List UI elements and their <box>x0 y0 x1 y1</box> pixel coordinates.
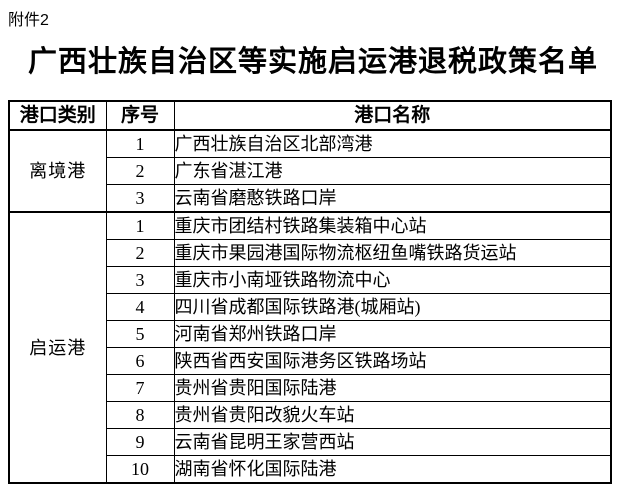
port-name-cell: 云南省磨憨铁路口岸 <box>173 184 612 213</box>
ports-table: 港口类别 序号 港口名称 离境港 1 广西壮族自治区北部湾港 2 广东省湛江港 3 云南省磨… <box>8 100 612 484</box>
port-name-cell: 广东省湛江港 <box>173 157 612 185</box>
table-row: 6 陕西省西安国际港务区铁路场站 <box>9 347 612 375</box>
attachment-label: 附件2 <box>8 12 49 29</box>
header-serial-number: 序号 <box>105 100 175 131</box>
port-name-cell: 贵州省贵阳国际陆港 <box>173 374 612 402</box>
serial-cell: 1 <box>105 211 175 240</box>
header-port-name: 港口名称 <box>173 100 612 131</box>
serial-cell: 6 <box>105 347 175 375</box>
table-row: 3 云南省磨憨铁路口岸 <box>9 184 612 213</box>
serial-cell: 2 <box>105 157 175 185</box>
serial-cell: 3 <box>105 266 175 294</box>
header-port-category: 港口类别 <box>8 100 107 131</box>
port-name-cell: 重庆市果园港国际物流枢纽鱼嘴铁路货运站 <box>173 239 612 267</box>
port-name-cell: 重庆市小南垭铁路物流中心 <box>173 266 612 294</box>
serial-cell: 9 <box>105 428 175 456</box>
serial-cell: 3 <box>105 184 175 213</box>
port-name-cell: 湖南省怀化国际陆港 <box>173 455 612 484</box>
table-row: 离境港 1 广西壮族自治区北部湾港 <box>8 129 612 213</box>
table-row: 10 湖南省怀化国际陆港 <box>9 455 612 484</box>
table-row: 5 河南省郑州铁路口岸 <box>9 320 612 348</box>
port-name-cell: 陕西省西安国际港务区铁路场站 <box>173 347 612 375</box>
table-row: 2 重庆市果园港国际物流枢纽鱼嘴铁路货运站 <box>9 239 612 267</box>
port-name-cell: 贵州省贵阳改貌火车站 <box>173 401 612 429</box>
table-row: 4 四川省成都国际铁路港(城厢站) <box>9 293 612 321</box>
serial-cell: 8 <box>105 401 175 429</box>
table-row: 启运港 1 重庆市团结村铁路集装箱中心站 <box>8 211 612 484</box>
serial-cell: 1 <box>105 129 175 158</box>
port-name-cell: 广西壮族自治区北部湾港 <box>173 129 612 158</box>
table-row: 8 贵州省贵阳改貌火车站 <box>9 401 612 429</box>
table-row: 3 重庆市小南垭铁路物流中心 <box>9 266 612 294</box>
category-cell: 离境港 <box>8 129 107 213</box>
serial-cell: 4 <box>105 293 175 321</box>
category-cell: 启运港 <box>8 211 107 484</box>
serial-cell: 10 <box>105 455 175 484</box>
serial-cell: 2 <box>105 239 175 267</box>
port-name-cell: 河南省郑州铁路口岸 <box>173 320 612 348</box>
table-row: 2 广东省湛江港 <box>9 157 612 185</box>
table-row: 7 贵州省贵阳国际陆港 <box>9 374 612 402</box>
table-header-row: 港口类别 序号 港口名称 <box>8 100 612 131</box>
table-body: 离境港 1 广西壮族自治区北部湾港 2 广东省湛江港 3 云南省磨憨铁路口岸 启运港 1 重庆市团… <box>8 129 612 484</box>
page-title: 广西壮族自治区等实施启运港退税政策名单 <box>27 46 598 78</box>
serial-cell: 5 <box>105 320 175 348</box>
serial-cell: 7 <box>105 374 175 402</box>
port-name-cell: 四川省成都国际铁路港(城厢站) <box>173 293 612 321</box>
table-row: 9 云南省昆明王家营西站 <box>9 428 612 456</box>
port-name-cell: 云南省昆明王家营西站 <box>173 428 612 456</box>
port-name-cell: 重庆市团结村铁路集装箱中心站 <box>173 211 612 240</box>
